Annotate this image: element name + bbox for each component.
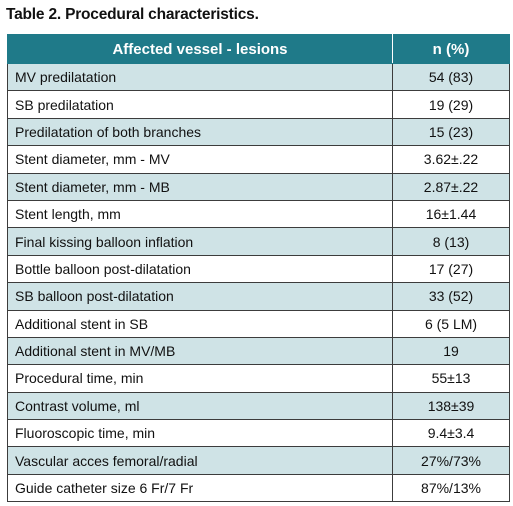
row-value: 19: [392, 336, 510, 366]
row-value: 16±1.44: [392, 199, 510, 229]
table-caption: Table 2. Procedural characteristics.: [6, 6, 259, 23]
table-row: Procedural time, min 55±13: [7, 364, 510, 393]
row-label: Stent length, mm: [7, 199, 393, 229]
table-row: Stent diameter, mm - MV 3.62±.22: [7, 145, 510, 174]
table-row: SB balloon post-dilatation 33 (52): [7, 282, 510, 311]
row-label: Additional stent in SB: [7, 309, 393, 338]
table-row: Guide catheter size 6 Fr/7 Fr 87%/13%: [7, 473, 510, 503]
table-row: Stent length, mm 16±1.44: [7, 199, 510, 229]
table-row: SB predilatation 19 (29): [7, 90, 510, 119]
row-value: 33 (52): [392, 282, 510, 311]
row-label: Procedural time, min: [7, 364, 393, 393]
table-row: MV predilatation 54 (83): [7, 62, 510, 92]
row-value: 8 (13): [392, 227, 510, 256]
table-row: Fluoroscopic time, min 9.4±3.4: [7, 419, 510, 448]
row-value: 2.87±.22: [392, 172, 510, 201]
row-label: Guide catheter size 6 Fr/7 Fr: [7, 473, 393, 503]
row-label: Additional stent in MV/MB: [7, 336, 393, 366]
table-row: Bottle balloon post-dilatation 17 (27): [7, 254, 510, 284]
table-row: Final kissing balloon inflation 8 (13): [7, 227, 510, 256]
table-row: Predilatation of both branches 15 (23): [7, 117, 510, 147]
row-label: Bottle balloon post-dilatation: [7, 254, 393, 284]
table-row: Stent diameter, mm - MB 2.87±.22: [7, 172, 510, 201]
table-header-row: Affected vessel - lesions n (%): [7, 34, 510, 64]
row-value: 9.4±3.4: [392, 419, 510, 448]
table-row: Vascular acces femoral/radial 27%/73%: [7, 446, 510, 475]
table-row: Additional stent in MV/MB 19: [7, 336, 510, 366]
row-value: 19 (29): [392, 90, 510, 119]
row-value: 27%/73%: [392, 446, 510, 475]
row-value: 3.62±.22: [392, 145, 510, 174]
row-value: 87%/13%: [392, 473, 510, 503]
row-label: Fluoroscopic time, min: [7, 419, 393, 448]
row-value: 6 (5 LM): [392, 309, 510, 338]
table-row: Contrast volume, ml 138±39: [7, 391, 510, 421]
header-n-percent: n (%): [392, 34, 510, 64]
row-label: Stent diameter, mm - MB: [7, 172, 393, 201]
row-label: Stent diameter, mm - MV: [7, 145, 393, 174]
row-label: Predilatation of both branches: [7, 117, 393, 147]
row-value: 17 (27): [392, 254, 510, 284]
row-label: Final kissing balloon inflation: [7, 227, 393, 256]
row-value: 138±39: [392, 391, 510, 421]
row-value: 55±13: [392, 364, 510, 393]
row-label: Contrast volume, ml: [7, 391, 393, 421]
row-label: Vascular acces femoral/radial: [7, 446, 393, 475]
procedural-table: Affected vessel - lesions n (%) MV predi…: [7, 34, 510, 503]
row-label: MV predilatation: [7, 62, 393, 92]
row-value: 15 (23): [392, 117, 510, 147]
table-row: Additional stent in SB 6 (5 LM): [7, 309, 510, 338]
row-label: SB balloon post-dilatation: [7, 282, 393, 311]
row-label: SB predilatation: [7, 90, 393, 119]
header-affected-vessel: Affected vessel - lesions: [7, 34, 393, 64]
row-value: 54 (83): [392, 62, 510, 92]
